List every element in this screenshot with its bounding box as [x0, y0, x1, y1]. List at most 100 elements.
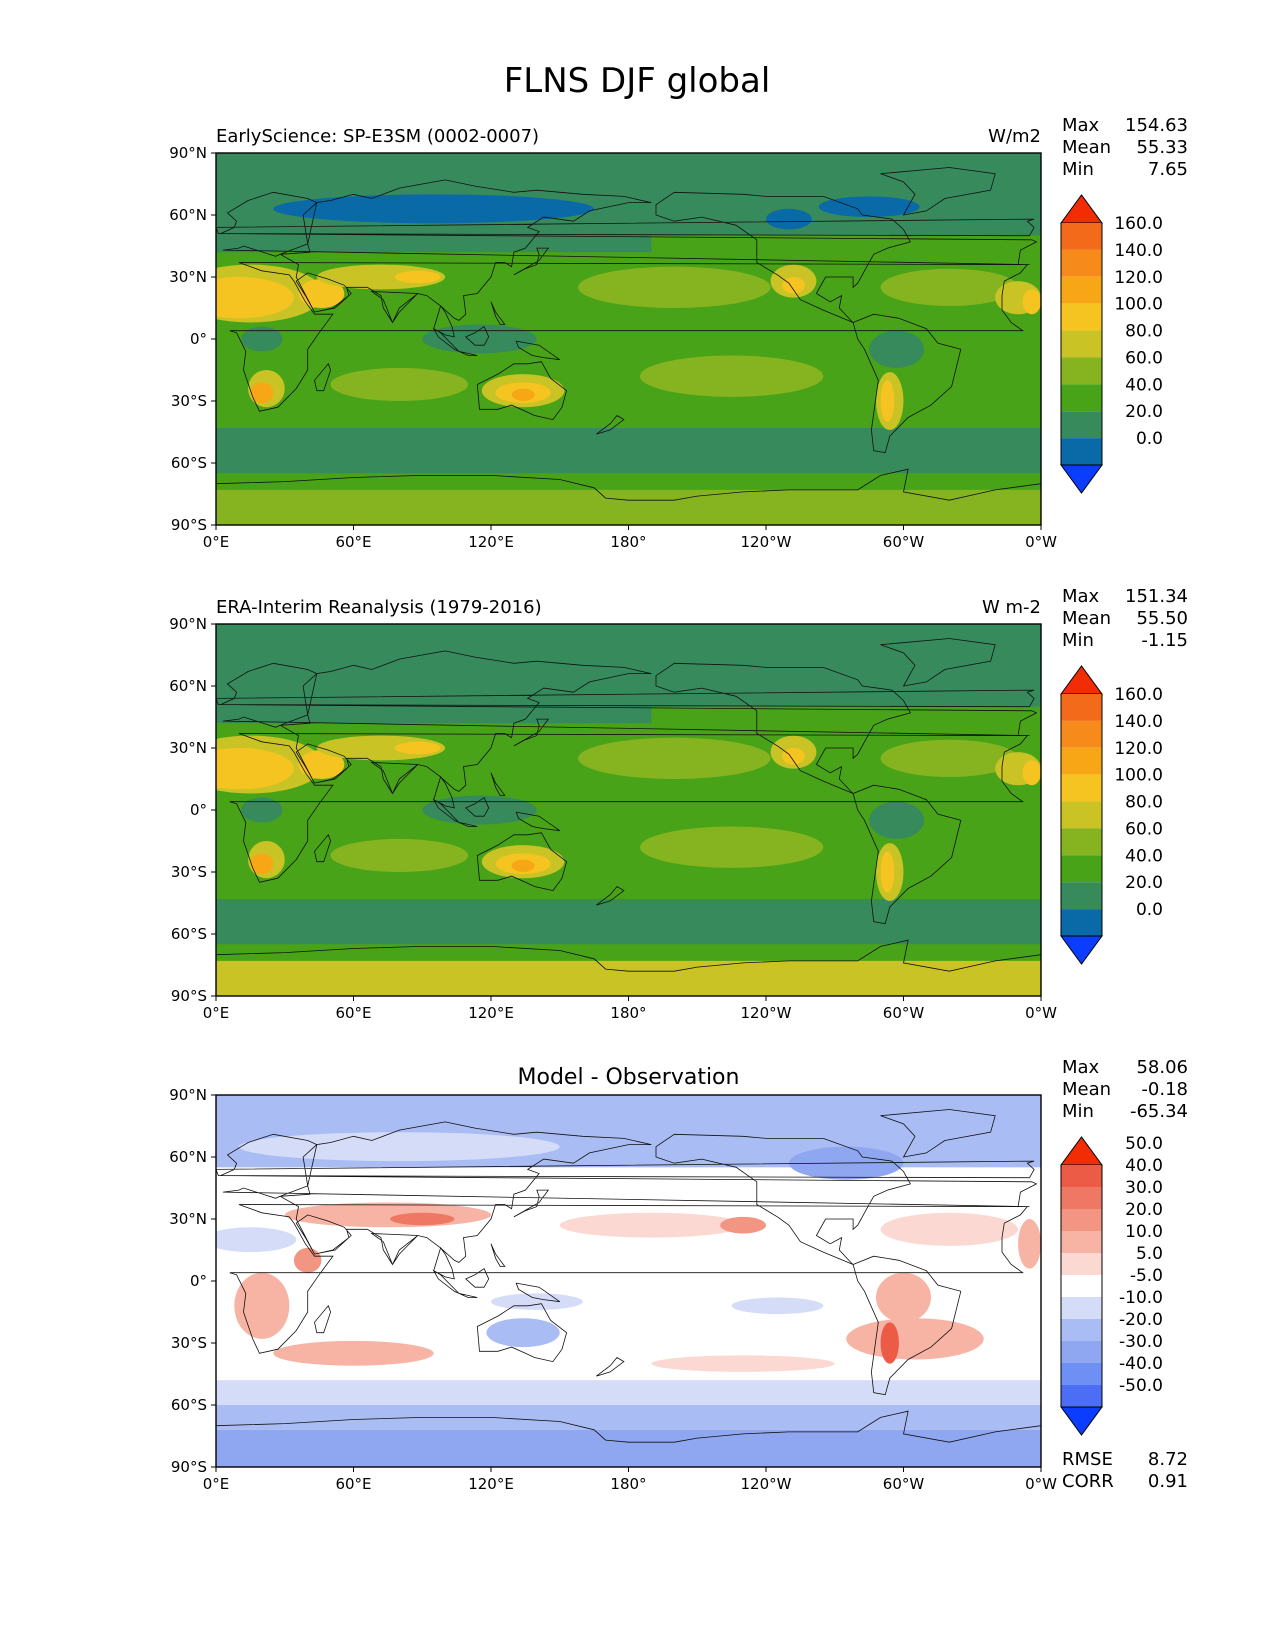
stat-label-min: Min	[1062, 1101, 1094, 1122]
colorbar-outline	[1060, 1165, 1103, 1407]
field-southern-ocean-neg	[216, 1380, 1041, 1405]
field-canada-low	[818, 196, 920, 218]
field-mexico	[782, 277, 805, 294]
colorbar-segment	[1061, 1341, 1102, 1363]
field-band-midlat-south	[216, 401, 1041, 428]
field-congo	[241, 797, 283, 823]
colorbar-tick-label: 120.0	[1114, 739, 1163, 759]
colorbar-segment	[1061, 357, 1102, 385]
colorbar-tick-label: 80.0	[1125, 793, 1163, 813]
stat-value-max: 58.06	[1136, 1057, 1188, 1078]
colorbar-segment	[1061, 828, 1102, 856]
field-band-antarctic-coast	[216, 473, 1041, 490]
field-indian-ocean	[330, 367, 469, 401]
colorbar-segment	[1061, 694, 1102, 721]
field-n-atlantic-pos	[880, 1212, 1019, 1246]
y-tick-label: 30°S	[171, 863, 207, 881]
y-tick-label: 60°S	[171, 1396, 207, 1414]
panel-units: W m-2	[982, 597, 1041, 618]
colorbar-segment	[1061, 1297, 1102, 1319]
stat-value-mean: 55.33	[1136, 137, 1188, 158]
field-australia-neg	[486, 1318, 560, 1348]
colorbar-outline	[1060, 694, 1103, 936]
y-tick-label: 30°S	[171, 1334, 207, 1352]
colorbar-tick-label: -40.0	[1119, 1354, 1163, 1374]
field-andes-pos	[880, 1322, 899, 1364]
y-tick-label: 90°N	[169, 144, 207, 162]
colorbar-segment	[1061, 384, 1102, 412]
field-middle-east	[316, 735, 446, 761]
field-s-atlantic-pos	[846, 1318, 984, 1360]
colorbar-tick-label: -10.0	[1119, 1288, 1163, 1308]
y-tick-label: 60°N	[169, 1148, 207, 1166]
colorbar-tick-label: 40.0	[1125, 375, 1163, 395]
stat-label-min: Min	[1062, 630, 1094, 651]
field-indian-ocean	[330, 838, 469, 872]
field-pacific-subtropical	[578, 266, 771, 309]
y-tick-label: 90°S	[171, 987, 207, 1005]
stat-value-min: -65.34	[1130, 1101, 1188, 1122]
y-tick-label: 0°	[190, 330, 207, 348]
field-atlantic-subtropical	[880, 268, 1019, 306]
stat-value-min: -1.15	[1141, 630, 1188, 651]
panels: EarlyScience: SP-E3SM (0002-0007) W/m20°E…	[169, 115, 1188, 1493]
colorbar-tick-label: 30.0	[1125, 1178, 1163, 1198]
colorbar: 0.0 20.0 40.0 60.0 80.0 100.0 120.0 140.0 160.0	[1060, 194, 1163, 494]
x-tick-label: 180°	[610, 1004, 646, 1022]
metric-value-corr: 0.91	[1148, 1471, 1188, 1492]
map-field	[216, 153, 1041, 525]
colorbar-tick-label: 60.0	[1125, 348, 1163, 368]
field-east-atlantic-core	[1022, 289, 1041, 315]
field-siberia-neg	[238, 1132, 560, 1162]
colorbar-segment	[1061, 276, 1102, 304]
field-kalahari-core	[250, 853, 274, 875]
x-tick-label: 0°W	[1025, 533, 1057, 551]
colorbar-tick-label: 140.0	[1114, 712, 1163, 732]
field-congo	[241, 326, 283, 352]
y-tick-label: 90°S	[171, 516, 207, 534]
coastlines	[216, 638, 1041, 996]
y-tick-label: 0°	[190, 801, 207, 819]
colorbar-segment	[1061, 1187, 1102, 1209]
colorbar-segment	[1061, 720, 1102, 748]
colorbar-segment	[1061, 882, 1102, 910]
stat-label-mean: Mean	[1062, 137, 1111, 158]
field-s-pacific-pos	[651, 1355, 835, 1372]
stat-value-min: 7.65	[1148, 159, 1188, 180]
colorbar-tick-label: 80.0	[1125, 322, 1163, 342]
coastlines	[216, 1109, 1041, 1467]
panel-title: EarlyScience: SP-E3SM (0002-0007)	[216, 126, 539, 147]
colorbar-segment	[1061, 223, 1102, 250]
field-band-antarctic-coast	[216, 944, 1041, 961]
y-tick-label: 30°N	[169, 739, 207, 757]
y-tick-label: 60°N	[169, 206, 207, 224]
x-tick-label: 120°W	[741, 1004, 792, 1022]
figure-title: FLNS DJF global	[504, 61, 771, 101]
metric-label-rmse: RMSE	[1062, 1449, 1113, 1470]
field-antarctica-neg	[216, 1429, 1041, 1467]
y-tick-label: 90°N	[169, 615, 207, 633]
field-mexico	[782, 748, 805, 765]
colorbar-extend-max	[1060, 1136, 1103, 1166]
x-tick-label: 180°	[610, 533, 646, 551]
field-asia-pos	[284, 1202, 491, 1228]
stat-label-max: Max	[1062, 115, 1100, 136]
field-kalahari-core	[250, 382, 274, 404]
x-tick-label: 120°E	[468, 1475, 514, 1493]
colorbar-tick-label: -50.0	[1119, 1376, 1163, 1396]
field-south-pacific	[639, 826, 824, 868]
colorbar-tick-label: 40.0	[1125, 1156, 1163, 1176]
y-tick-label: 90°N	[169, 1086, 207, 1104]
x-tick-label: 60°W	[883, 1004, 925, 1022]
stat-value-max: 154.63	[1125, 115, 1188, 136]
stat-value-mean: -0.18	[1141, 1079, 1188, 1100]
field-andes-core	[880, 851, 895, 893]
field-rockies-low	[766, 208, 812, 230]
map-field	[216, 624, 1041, 996]
colorbar-tick-label: 20.0	[1125, 402, 1163, 422]
field-indian-pos	[273, 1340, 434, 1366]
colorbar-tick-label: 120.0	[1114, 268, 1163, 288]
colorbar: -50.0-40.0-30.0-20.0-10.0-5.05.010.020.0…	[1060, 1134, 1163, 1436]
x-tick-label: 60°W	[883, 1475, 925, 1493]
field-atlantic-subtropical	[880, 739, 1019, 777]
